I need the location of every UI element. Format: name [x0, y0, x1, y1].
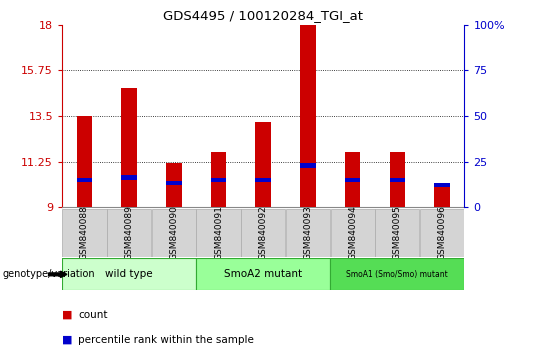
- Bar: [197, 209, 241, 257]
- Bar: [152, 209, 196, 257]
- Text: wild type: wild type: [105, 269, 153, 279]
- Bar: [122, 176, 137, 180]
- Bar: [211, 153, 226, 207]
- Text: GSM840096: GSM840096: [437, 205, 447, 260]
- Text: GSM840095: GSM840095: [393, 205, 402, 260]
- Bar: [345, 177, 361, 182]
- Bar: [420, 209, 464, 257]
- Bar: [122, 87, 137, 207]
- Text: ■: ■: [62, 310, 72, 320]
- Bar: [389, 153, 405, 207]
- Bar: [389, 177, 405, 182]
- Text: GSM840092: GSM840092: [259, 205, 268, 260]
- Bar: [77, 116, 92, 207]
- Bar: [255, 122, 271, 207]
- Bar: [375, 209, 420, 257]
- Text: GSM840090: GSM840090: [170, 205, 178, 260]
- Bar: [62, 258, 196, 290]
- Bar: [330, 209, 375, 257]
- Bar: [211, 177, 226, 182]
- Text: GSM840089: GSM840089: [125, 205, 134, 260]
- Text: count: count: [78, 310, 108, 320]
- Text: ■: ■: [62, 335, 72, 345]
- Text: GSM840088: GSM840088: [80, 205, 89, 260]
- Bar: [434, 184, 450, 207]
- Bar: [300, 163, 316, 168]
- Bar: [345, 153, 361, 207]
- Text: percentile rank within the sample: percentile rank within the sample: [78, 335, 254, 345]
- Text: GSM840094: GSM840094: [348, 205, 357, 260]
- Bar: [434, 183, 450, 187]
- Bar: [107, 209, 151, 257]
- Bar: [241, 209, 285, 257]
- Text: genotype/variation: genotype/variation: [3, 269, 96, 279]
- Bar: [166, 162, 181, 207]
- Bar: [77, 177, 92, 182]
- Bar: [255, 177, 271, 182]
- Text: SmoA2 mutant: SmoA2 mutant: [224, 269, 302, 279]
- Text: SmoA1 (Smo/Smo) mutant: SmoA1 (Smo/Smo) mutant: [347, 270, 448, 279]
- Title: GDS4495 / 100120284_TGI_at: GDS4495 / 100120284_TGI_at: [163, 9, 363, 22]
- Text: GSM840093: GSM840093: [303, 205, 313, 260]
- Bar: [196, 258, 330, 290]
- Bar: [300, 25, 316, 207]
- Text: GSM840091: GSM840091: [214, 205, 223, 260]
- Bar: [286, 209, 330, 257]
- Bar: [166, 181, 181, 185]
- Bar: [62, 209, 106, 257]
- Bar: [330, 258, 464, 290]
